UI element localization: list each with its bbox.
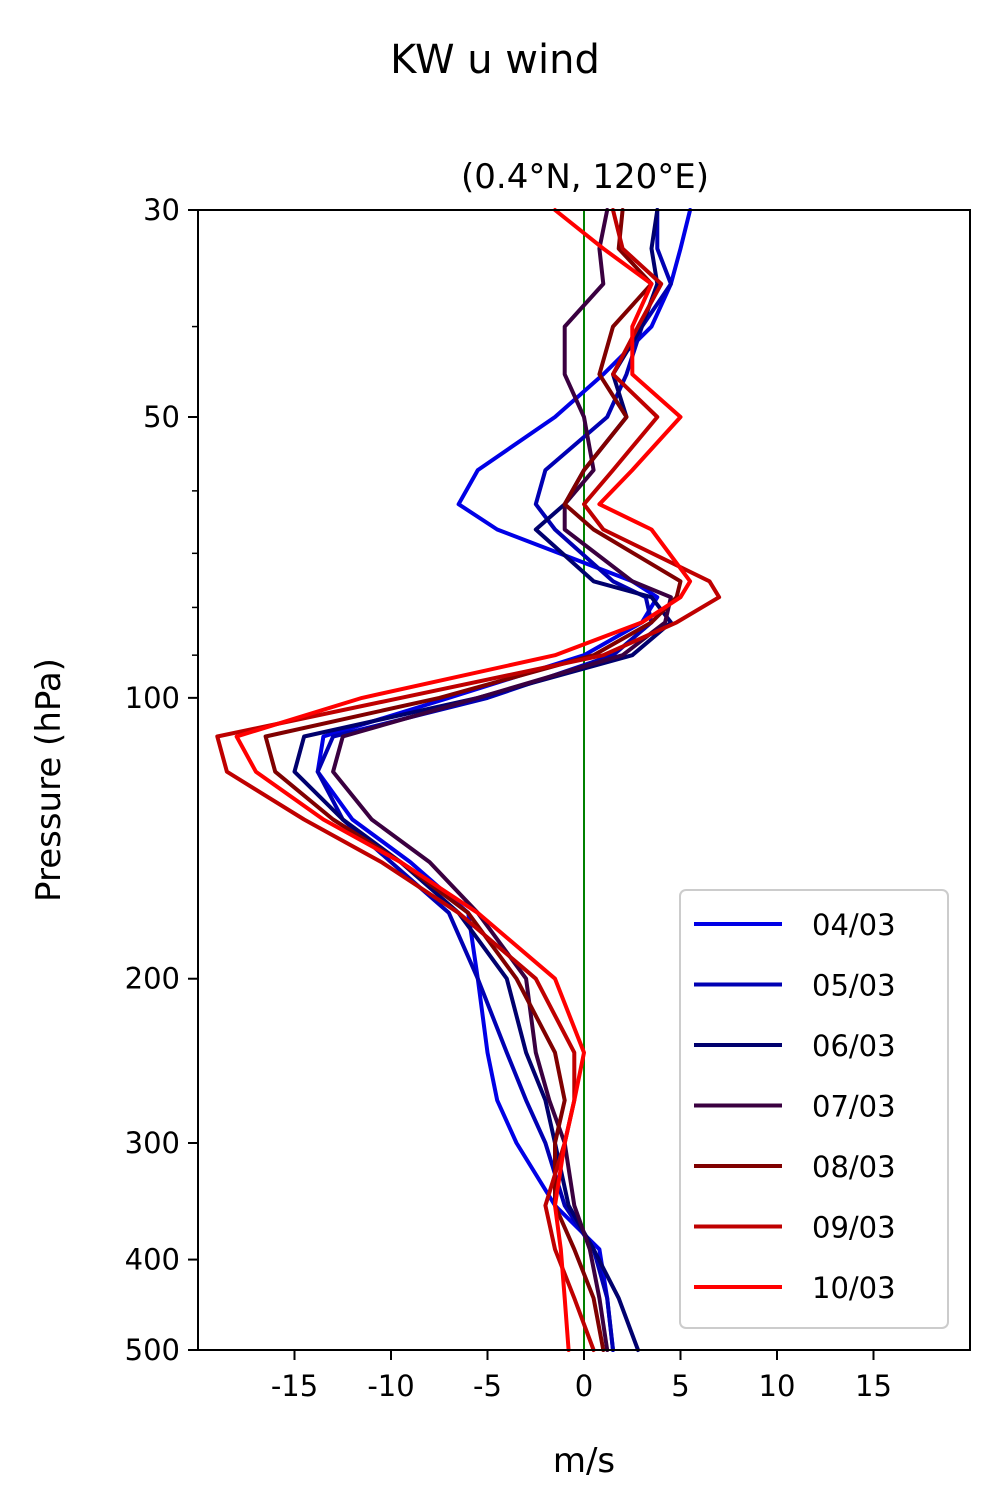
plot-frame: [197, 209, 971, 1351]
y-tick-label: 30: [143, 193, 180, 227]
series-line-7: [234, 208, 693, 1352]
y-tick-label: 200: [125, 962, 180, 996]
series-line-3: [292, 208, 673, 1352]
chart-suptitle: KW u wind: [390, 37, 600, 83]
legend-label: 06/03: [812, 1029, 896, 1063]
x-tick-label: -10: [367, 1369, 414, 1403]
y-tick-label: 500: [125, 1333, 180, 1367]
legend-frame: [679, 889, 949, 1329]
series-line-6: [215, 208, 722, 1352]
x-tick-label: -5: [473, 1369, 502, 1403]
x-tick-label: 5: [671, 1369, 689, 1403]
x-axis-label: m/s: [553, 1441, 615, 1481]
x-tick-label: -15: [271, 1369, 318, 1403]
x-tick-label: 15: [855, 1369, 892, 1403]
x-tick-label: 0: [575, 1369, 593, 1403]
legend-entries: 04/03 05/03 06/03 07/03 08/03 09/03 10/03: [694, 908, 896, 1305]
x-tick-label: 10: [759, 1369, 796, 1403]
legend-label: 10/03: [812, 1271, 896, 1305]
y-tick-label: 400: [125, 1243, 180, 1277]
ticks-layer: -15 -10 -5 0 5 10 15 30 50 100 200 300 400 500: [125, 193, 892, 1403]
legend-label: 04/03: [812, 908, 896, 942]
legend-label: 07/03: [812, 1090, 896, 1124]
legend-label: 08/03: [812, 1150, 896, 1184]
chart-title: (0.4°N, 120°E): [461, 157, 709, 197]
legend-label: 05/03: [812, 969, 896, 1003]
y-tick-label: 300: [125, 1126, 180, 1160]
legend-label: 09/03: [812, 1211, 896, 1245]
y-tick-label: 50: [143, 400, 180, 434]
series-line-1: [315, 208, 693, 1352]
y-axis-label: Pressure (hPa): [29, 658, 69, 902]
legend: 04/03 05/03 06/03 07/03 08/03 09/03 10/03: [679, 889, 949, 1329]
y-tick-label: 100: [125, 681, 180, 715]
series-line-5: [263, 208, 683, 1352]
series-line-2: [315, 208, 673, 1352]
series-layer: [215, 208, 722, 1352]
